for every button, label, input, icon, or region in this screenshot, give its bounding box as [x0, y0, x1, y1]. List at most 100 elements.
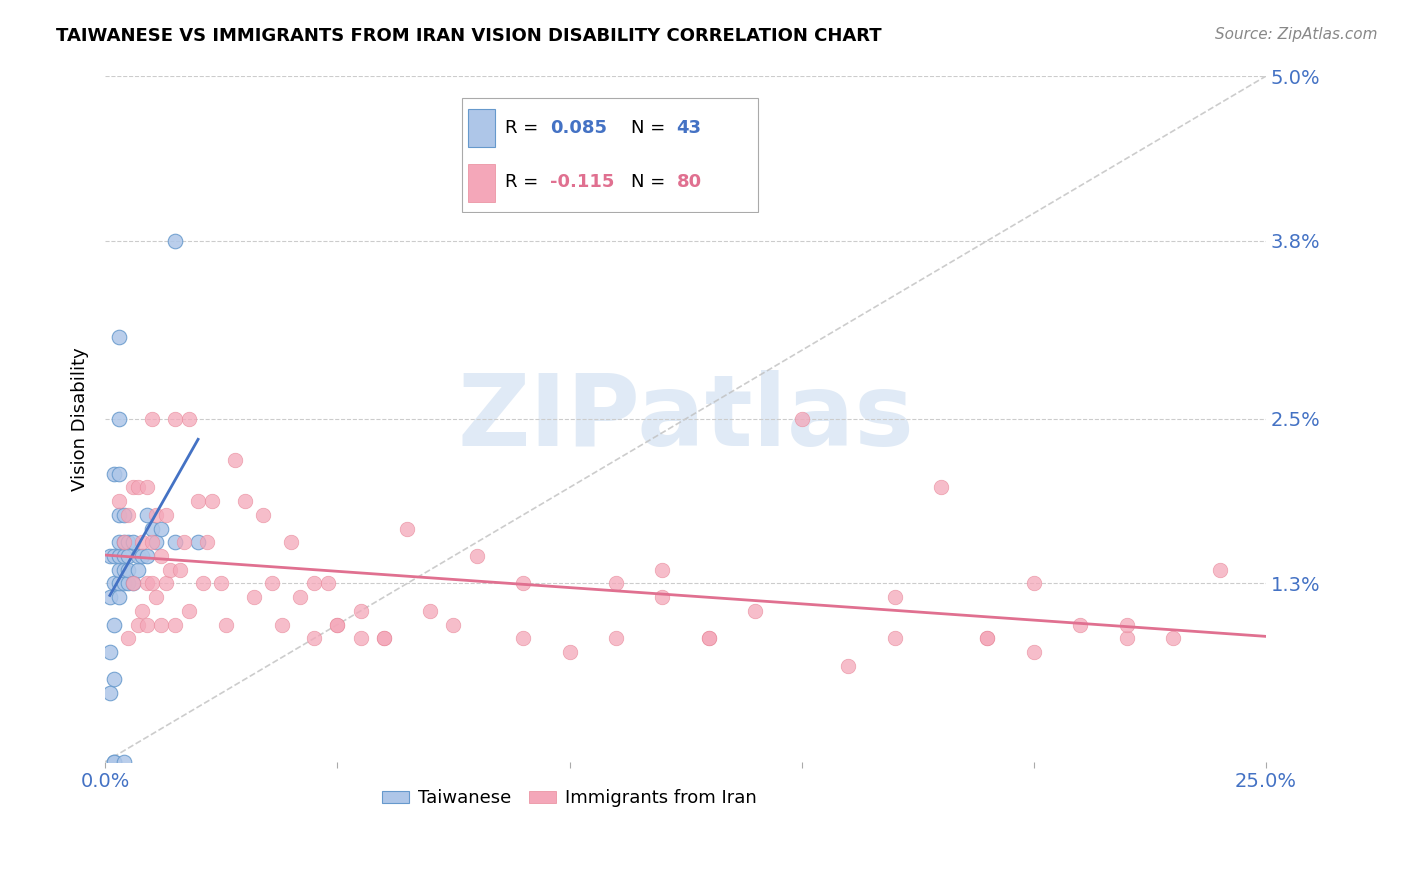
- Point: [163, 617, 186, 632]
- Point: [127, 549, 149, 563]
- Point: [108, 508, 131, 522]
- Point: [280, 535, 302, 549]
- Point: [108, 535, 131, 549]
- Point: [122, 535, 145, 549]
- Point: [443, 617, 465, 632]
- Point: [141, 535, 163, 549]
- Point: [290, 590, 312, 604]
- Point: [112, 563, 135, 577]
- Point: [127, 617, 149, 632]
- Point: [122, 576, 145, 591]
- Point: [233, 494, 256, 508]
- Point: [136, 617, 159, 632]
- Point: [929, 480, 952, 494]
- Point: [177, 412, 200, 426]
- Point: [103, 467, 125, 481]
- Point: [108, 563, 131, 577]
- Point: [103, 673, 125, 687]
- Point: [103, 755, 125, 769]
- Point: [976, 632, 998, 646]
- Point: [108, 576, 131, 591]
- Point: [201, 494, 224, 508]
- Point: [98, 686, 121, 700]
- Point: [558, 645, 581, 659]
- Point: [141, 576, 163, 591]
- Point: [1161, 632, 1184, 646]
- Point: [141, 522, 163, 536]
- Point: [108, 590, 131, 604]
- Point: [191, 576, 214, 591]
- Point: [108, 467, 131, 481]
- Point: [195, 535, 218, 549]
- Point: [112, 576, 135, 591]
- Point: [163, 412, 186, 426]
- Text: ZIPatlas: ZIPatlas: [457, 370, 914, 467]
- Point: [131, 535, 153, 549]
- Point: [117, 563, 139, 577]
- Point: [103, 755, 125, 769]
- Point: [465, 549, 488, 563]
- Point: [163, 234, 186, 248]
- Legend: Taiwanese, Immigrants from Iran: Taiwanese, Immigrants from Iran: [375, 782, 765, 814]
- Point: [103, 576, 125, 591]
- Point: [419, 604, 441, 618]
- Point: [98, 549, 121, 563]
- Point: [1022, 576, 1045, 591]
- Point: [187, 535, 209, 549]
- Point: [169, 563, 191, 577]
- Point: [837, 658, 859, 673]
- Point: [326, 617, 349, 632]
- Point: [117, 576, 139, 591]
- Point: [1115, 617, 1137, 632]
- Point: [122, 480, 145, 494]
- Point: [141, 412, 163, 426]
- Point: [122, 576, 145, 591]
- Point: [605, 632, 627, 646]
- Point: [136, 576, 159, 591]
- Point: [187, 494, 209, 508]
- Point: [512, 632, 534, 646]
- Point: [215, 617, 238, 632]
- Y-axis label: Vision Disability: Vision Disability: [72, 347, 89, 491]
- Point: [224, 453, 246, 467]
- Point: [117, 535, 139, 549]
- Point: [136, 549, 159, 563]
- Point: [316, 576, 339, 591]
- Point: [108, 494, 131, 508]
- Point: [145, 508, 167, 522]
- Point: [744, 604, 766, 618]
- Point: [131, 604, 153, 618]
- Point: [108, 549, 131, 563]
- Point: [1069, 617, 1091, 632]
- Point: [373, 632, 395, 646]
- Point: [159, 563, 181, 577]
- Point: [98, 645, 121, 659]
- Point: [209, 576, 232, 591]
- Point: [605, 576, 627, 591]
- Point: [1208, 563, 1230, 577]
- Point: [108, 329, 131, 343]
- Point: [512, 576, 534, 591]
- Point: [117, 632, 139, 646]
- Point: [136, 508, 159, 522]
- Point: [697, 632, 720, 646]
- Point: [163, 535, 186, 549]
- Point: [252, 508, 274, 522]
- Point: [117, 508, 139, 522]
- Point: [790, 412, 813, 426]
- Point: [117, 549, 139, 563]
- Point: [149, 522, 172, 536]
- Point: [373, 632, 395, 646]
- Point: [349, 604, 371, 618]
- Point: [173, 535, 195, 549]
- Point: [127, 480, 149, 494]
- Point: [112, 508, 135, 522]
- Point: [155, 508, 177, 522]
- Point: [145, 590, 167, 604]
- Point: [396, 522, 419, 536]
- Point: [349, 632, 371, 646]
- Point: [98, 590, 121, 604]
- Point: [112, 755, 135, 769]
- Point: [149, 549, 172, 563]
- Point: [326, 617, 349, 632]
